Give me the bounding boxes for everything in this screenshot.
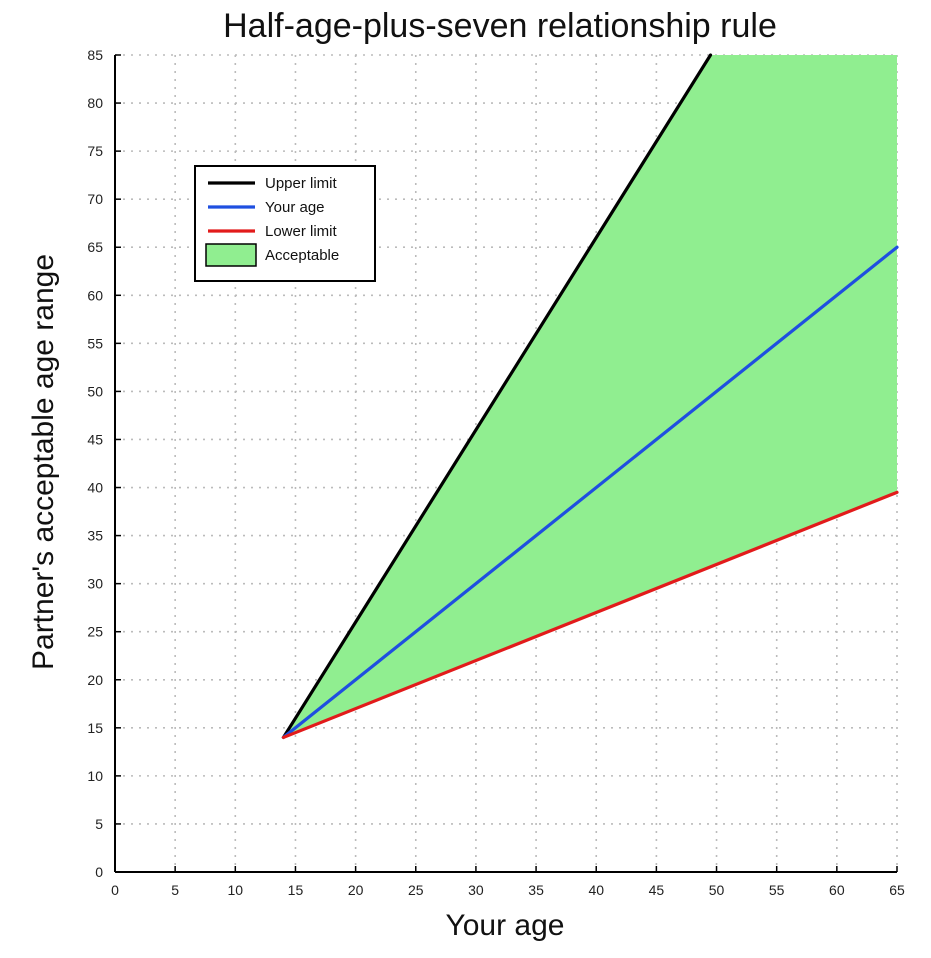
series-line-upper-limit bbox=[281, 53, 713, 740]
x-tick-label: 50 bbox=[709, 882, 725, 898]
y-tick-label: 0 bbox=[95, 864, 103, 880]
x-tick-label: 20 bbox=[348, 882, 364, 898]
legend: Upper limit Your age Lower limit Acceptable bbox=[194, 165, 376, 282]
x-tick-label: 35 bbox=[528, 882, 544, 898]
y-tick-label: 10 bbox=[87, 768, 103, 784]
legend-label-acceptable: Acceptable bbox=[265, 247, 339, 264]
series-layer bbox=[281, 53, 899, 740]
y-tick-label: 70 bbox=[87, 191, 103, 207]
y-tick-label: 35 bbox=[87, 528, 103, 544]
x-tick-label: 5 bbox=[171, 882, 179, 898]
axes bbox=[114, 54, 898, 873]
y-tick-label: 65 bbox=[87, 239, 103, 255]
y-tick-label: 45 bbox=[87, 431, 103, 447]
y-tick-label: 80 bbox=[87, 95, 103, 111]
x-axis-title: Your age bbox=[445, 909, 564, 942]
y-tick-label: 25 bbox=[87, 624, 103, 640]
chart-title: Half-age-plus-seven relationship rule bbox=[223, 7, 777, 45]
x-tick-label: 10 bbox=[228, 882, 244, 898]
x-tick-label: 30 bbox=[468, 882, 484, 898]
acceptable-area bbox=[283, 55, 897, 738]
series-line-your-age bbox=[281, 245, 899, 740]
y-tick-label: 15 bbox=[87, 720, 103, 736]
x-tick-label: 45 bbox=[649, 882, 665, 898]
x-tick-label: 65 bbox=[889, 882, 905, 898]
x-tick-label: 0 bbox=[111, 882, 119, 898]
acceptable-area-layer bbox=[283, 55, 897, 738]
legend-label-your-age: Your age bbox=[265, 199, 325, 216]
x-tick-label: 15 bbox=[288, 882, 304, 898]
series-line-lower-limit bbox=[281, 490, 899, 740]
y-tick-label: 5 bbox=[95, 816, 103, 832]
legend-label-lower-limit: Lower limit bbox=[265, 223, 338, 240]
y-tick-label: 40 bbox=[87, 480, 103, 496]
y-tick-label: 85 bbox=[87, 47, 103, 63]
x-tick-label: 25 bbox=[408, 882, 424, 898]
x-tick-label: 55 bbox=[769, 882, 785, 898]
x-tick-labels: 0 5 10 15 20 25 30 35 40 45 50 55 60 65 bbox=[111, 882, 905, 898]
legend-swatch-acceptable bbox=[205, 243, 257, 267]
legend-label-upper-limit: Upper limit bbox=[265, 175, 338, 192]
y-tick-label: 75 bbox=[87, 143, 103, 159]
y-tick-label: 50 bbox=[87, 383, 103, 399]
x-tick-label: 60 bbox=[829, 882, 845, 898]
y-tick-label: 30 bbox=[87, 576, 103, 592]
y-tick-labels: 0 5 10 15 20 25 30 35 40 45 50 55 60 65 70 75 80 85 bbox=[87, 47, 103, 880]
x-tick-label: 40 bbox=[588, 882, 604, 898]
y-tick-label: 60 bbox=[87, 287, 103, 303]
y-tick-label: 20 bbox=[87, 672, 103, 688]
y-axis-title: Partner's acceptable age range bbox=[27, 254, 60, 670]
y-tick-label: 55 bbox=[87, 335, 103, 351]
